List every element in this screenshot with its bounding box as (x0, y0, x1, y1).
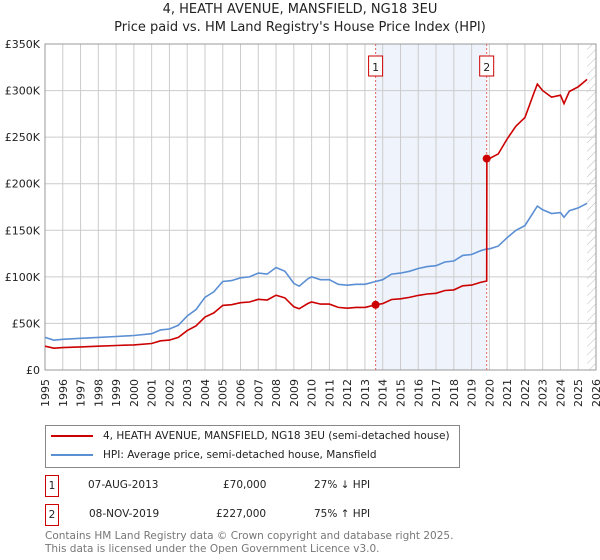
footer-line-1: Contains HM Land Registry data © Crown c… (45, 530, 454, 542)
x-tick-label: 1995 (39, 379, 52, 407)
price-chart: 1995 1996 1997 1998 1999 2000 2001 2002 2003 2004… (5, 38, 600, 407)
x-tick-label: 2022 (519, 379, 532, 407)
transaction-hpi: 75% ↑ HPI (314, 508, 371, 520)
x-tick-label: 2020 (483, 379, 496, 407)
forecast-hatch (587, 44, 596, 370)
transaction-hpi: 27% ↓ HPI (314, 479, 371, 491)
x-tick-label: 2008 (270, 379, 283, 407)
x-tick-label: 1996 (57, 379, 70, 407)
x-tick-label: 2017 (430, 379, 443, 407)
transaction-row: 1 07-AUG-2013 £70,000 27% ↓ HPI (45, 475, 445, 497)
legend-label-property: 4, HEATH AVENUE, MANSFIELD, NG18 3EU (se… (103, 430, 450, 442)
x-tick-label: 2021 (501, 379, 514, 407)
y-tick-label: £250K (5, 131, 41, 144)
x-tick-label: 1998 (92, 379, 105, 407)
sale-point (482, 154, 491, 163)
x-tick-label: 2016 (412, 379, 425, 407)
x-tick-label: 2024 (554, 379, 567, 407)
y-tick-label: £0 (26, 364, 40, 377)
x-tick-label: 2009 (288, 379, 301, 407)
y-tick-label: £150K (5, 224, 41, 237)
legend-swatch-hpi (51, 454, 93, 456)
y-tick-label: £350K (5, 38, 41, 51)
x-tick-label: 2007 (252, 379, 265, 407)
x-tick-label: 2000 (128, 379, 141, 407)
legend: 4, HEATH AVENUE, MANSFIELD, NG18 3EU (se… (45, 425, 460, 468)
x-tick-label: 2011 (323, 379, 336, 407)
x-tick-label: 2025 (572, 379, 585, 407)
sale-marker-badge (479, 55, 495, 77)
shaded-period (375, 44, 487, 370)
transaction-date: 07-AUG-2013 (88, 479, 159, 491)
hpi-line (44, 202, 588, 342)
sale-point (371, 300, 380, 309)
transaction-date: 08-NOV-2019 (89, 508, 160, 520)
property-line (44, 78, 588, 350)
legend-swatch-property (51, 435, 93, 437)
chart-subtitle: Price paid vs. HM Land Registry's House … (114, 20, 486, 35)
legend-item-hpi: HPI: Average price, semi-detached house,… (51, 449, 377, 461)
y-tick-label: £300K (5, 85, 41, 98)
transaction-badge: 1 (45, 475, 59, 497)
plot-border (44, 43, 597, 371)
x-tick-label: 2012 (341, 379, 354, 407)
sale-marker-badge (368, 55, 384, 77)
x-tick-label: 2014 (377, 379, 390, 407)
x-tick-label: 2005 (217, 379, 230, 407)
x-tick-label: 2001 (146, 379, 159, 407)
x-tick-label: 2002 (163, 379, 176, 407)
x-tick-label: 2018 (448, 379, 461, 407)
transaction-badge: 2 (45, 504, 59, 526)
x-tick-label: 1997 (75, 379, 88, 407)
sale-marker-label: 2 (483, 61, 490, 74)
x-tick-label: 2010 (306, 379, 319, 407)
y-tick-label: £50K (12, 317, 41, 330)
x-tick-label: 1999 (110, 379, 123, 407)
x-tick-label: 2013 (359, 379, 372, 407)
y-tick-label: £100K (5, 271, 41, 284)
x-tick-label: 2019 (466, 379, 479, 407)
y-tick-label: £200K (5, 178, 41, 191)
footer: Contains HM Land Registry data © Crown c… (45, 530, 453, 556)
x-tick-label: 2003 (181, 379, 194, 407)
x-tick-label: 2004 (199, 379, 212, 407)
legend-label-hpi: HPI: Average price, semi-detached house,… (103, 449, 377, 461)
x-tick-label: 2015 (394, 379, 407, 407)
sale-marker-label: 1 (372, 61, 379, 74)
transaction-price: £70,000 (223, 479, 267, 491)
legend-item-property: 4, HEATH AVENUE, MANSFIELD, NG18 3EU (se… (51, 430, 450, 442)
chart-title: 4, HEATH AVENUE, MANSFIELD, NG18 3EU (162, 2, 438, 17)
x-tick-label: 2023 (537, 379, 550, 407)
footer-line-2: This data is licensed under the Open Gov… (45, 543, 380, 555)
transaction-price: £227,000 (216, 508, 267, 520)
transaction-row: 2 08-NOV-2019 £227,000 75% ↑ HPI (45, 504, 445, 526)
x-tick-label: 2006 (235, 379, 248, 407)
x-tick-label: 2026 (590, 379, 600, 407)
